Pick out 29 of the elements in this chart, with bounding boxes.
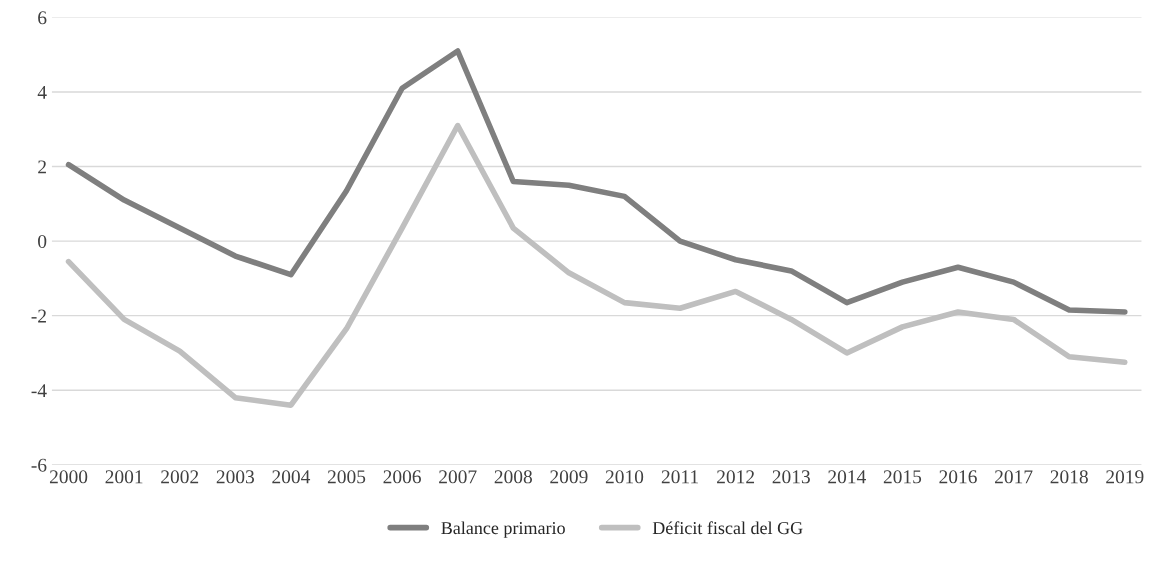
x-tick-label: 2016: [939, 470, 977, 484]
x-tick-label: 2003: [216, 470, 255, 484]
x-tick-label: 2010: [605, 470, 644, 484]
legend-label: Déficit fiscal del GG: [652, 521, 803, 535]
legend-label: Balance primario: [441, 521, 565, 538]
y-tick-label: 6: [38, 11, 47, 25]
x-tick-label: 2002: [161, 470, 199, 484]
x-tick-label: 2019: [1106, 470, 1144, 484]
x-tick-label: 2000: [49, 470, 88, 484]
x-tick-label: 2017: [995, 470, 1033, 484]
x-tick-label: 2014: [828, 470, 866, 484]
x-tick-label: 2011: [661, 470, 698, 484]
x-tick-label: 2004: [272, 470, 311, 484]
y-tick-label: 2: [38, 160, 46, 174]
x-tick-label: 2006: [383, 470, 421, 484]
y-tick-label: 4: [37, 85, 47, 99]
y-tick-label: -2: [31, 309, 46, 323]
x-tick-label: 2013: [772, 470, 810, 484]
y-tick-label: 0: [38, 234, 47, 249]
x-tick-label: 2007: [439, 470, 477, 484]
y-tick-label: -6: [31, 458, 47, 472]
x-tick-label: 2012: [717, 470, 755, 484]
x-tick-label: 2008: [494, 470, 532, 484]
x-tick-label: 2015: [883, 470, 922, 484]
x-tick-label: 2009: [550, 470, 588, 484]
y-tick-label: -4: [31, 384, 47, 397]
x-tick-label: 2005: [327, 470, 366, 484]
x-tick-label: 2001: [105, 470, 143, 484]
x-tick-label: 2018: [1050, 470, 1088, 484]
